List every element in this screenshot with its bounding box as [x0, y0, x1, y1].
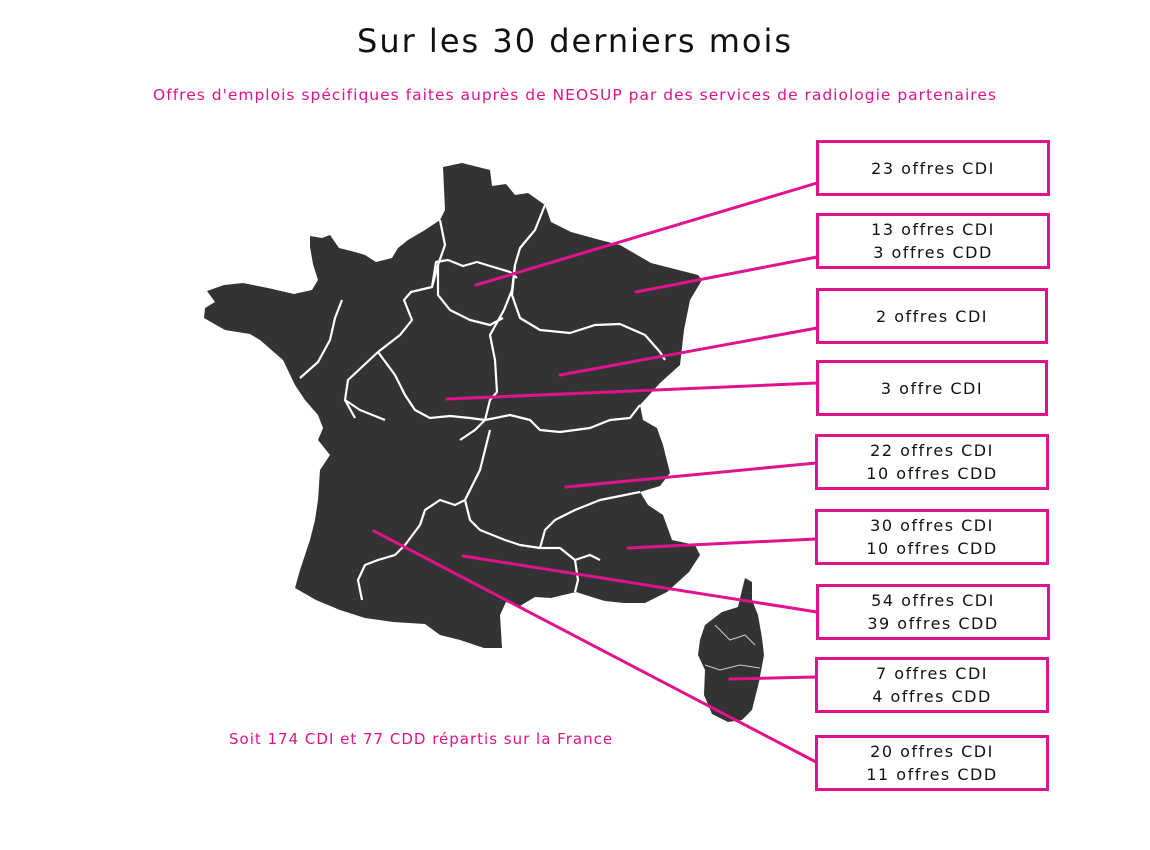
summary-text: Soit 174 CDI et 77 CDD répartis sur la F…	[229, 730, 614, 748]
leader-line	[474, 181, 819, 287]
page-subtitle: Offres d'emplois spécifiques faites aupr…	[153, 86, 997, 104]
offer-line: 3 offres CDD	[873, 243, 993, 262]
offer-line: 10 offres CDD	[866, 464, 998, 483]
offer-line: 2 offres CDI	[875, 306, 989, 326]
region-offer-box: 30 offres CDI 10 offres CDD	[815, 509, 1049, 565]
region-offer-box: 7 offres CDI 4 offres CDD	[815, 657, 1049, 713]
leader-line	[626, 537, 818, 550]
offer-line: 4 offres CDD	[872, 687, 992, 706]
offer-line: 3 offre CDI	[880, 378, 984, 398]
offer-line: 10 offres CDD	[866, 539, 998, 558]
region-offer-box: 20 offres CDI 11 offres CDD	[815, 735, 1049, 791]
leader-line	[564, 461, 818, 489]
region-offer-box: 3 offre CDI	[816, 360, 1048, 416]
offer-line: 7 offres CDI	[875, 664, 989, 683]
leader-line	[558, 326, 819, 377]
leader-line	[728, 675, 818, 681]
offer-line: 13 offres CDI	[871, 220, 995, 239]
leader-line	[445, 381, 819, 401]
region-offer-box: 54 offres CDI 39 offres CDD	[816, 584, 1050, 640]
region-offer-box: 2 offres CDI	[816, 288, 1048, 344]
offer-line: 22 offres CDI	[870, 441, 994, 460]
leader-line	[461, 554, 819, 614]
offer-line: 30 offres CDI	[870, 516, 994, 535]
offer-line: 39 offres CDD	[867, 614, 999, 633]
offer-line: 54 offres CDI	[871, 591, 995, 610]
offer-line: 11 offres CDD	[866, 765, 998, 784]
offer-line: 20 offres CDI	[870, 742, 994, 761]
mainland-france	[204, 163, 702, 648]
region-offer-box: 13 offres CDI 3 offres CDD	[816, 213, 1050, 269]
corsica-borders	[704, 624, 761, 671]
region-offer-box: 22 offres CDI 10 offres CDD	[815, 434, 1049, 490]
leader-line	[634, 255, 819, 294]
offer-line: 23 offres CDI	[871, 158, 995, 178]
region-borders	[299, 204, 666, 601]
leader-line	[372, 529, 818, 764]
page-title: Sur les 30 derniers mois	[357, 22, 793, 60]
corsica	[698, 578, 764, 722]
region-offer-box: 23 offres CDI	[816, 140, 1050, 196]
